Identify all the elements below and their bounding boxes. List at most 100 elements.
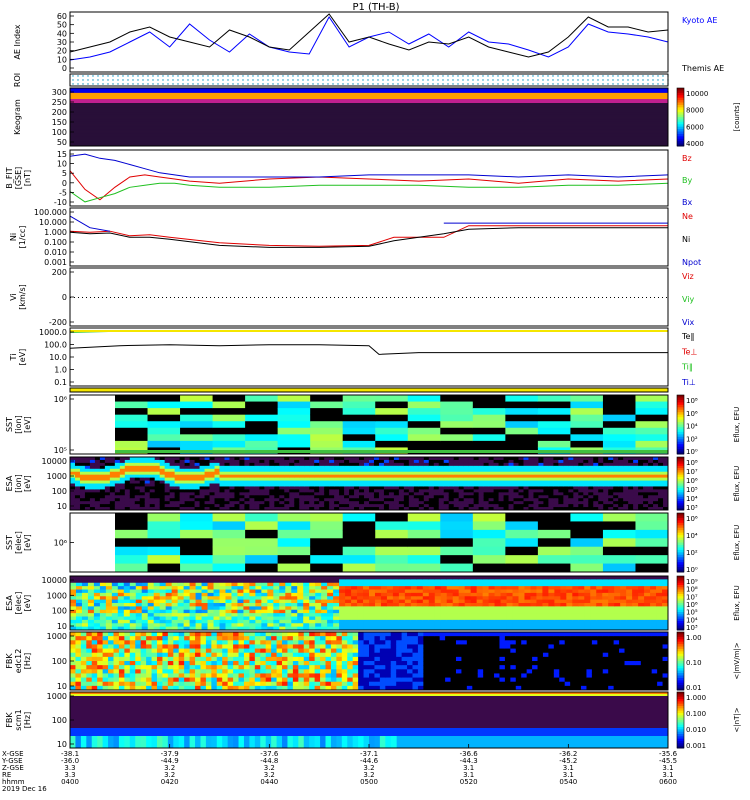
spectrogram-cell bbox=[428, 589, 436, 594]
roi-dot bbox=[552, 75, 554, 77]
spectrogram-cell bbox=[284, 468, 290, 473]
spectrogram-cell bbox=[558, 465, 564, 470]
spectrogram-cell bbox=[388, 483, 395, 487]
spectrogram-cell bbox=[359, 459, 365, 464]
spectrogram-cell bbox=[204, 486, 211, 490]
spectrogram-cell bbox=[620, 579, 627, 584]
spectrogram-cell bbox=[154, 457, 161, 461]
spectrogram-cell bbox=[518, 616, 525, 621]
spectrogram-cell bbox=[644, 586, 651, 590]
spectrogram-cell bbox=[249, 471, 255, 476]
spectrogram-cell bbox=[644, 599, 651, 604]
roi-dot bbox=[332, 79, 334, 81]
spectrogram-cell bbox=[548, 480, 554, 484]
spectrogram-cell bbox=[97, 673, 104, 679]
spectrogram-cell bbox=[500, 576, 508, 580]
spectrogram-cell bbox=[321, 582, 328, 587]
spectrogram-cell bbox=[135, 616, 143, 621]
spectrogram-cell bbox=[618, 457, 624, 461]
spectrogram-cell bbox=[578, 483, 584, 487]
spectrogram-cell bbox=[493, 492, 500, 496]
roi-dot bbox=[492, 79, 494, 81]
spectrogram-cell bbox=[243, 582, 250, 587]
spectrogram-cell bbox=[608, 599, 615, 604]
spectrogram-cell bbox=[165, 603, 173, 607]
spectrogram-cell bbox=[638, 589, 645, 594]
spectrogram-cell bbox=[566, 609, 573, 614]
spectrogram-cell bbox=[139, 504, 146, 508]
spectrogram-cell bbox=[212, 408, 246, 416]
spectrogram-cell bbox=[70, 596, 77, 601]
spectrogram-cell bbox=[109, 507, 116, 511]
spectrogram-cell bbox=[159, 495, 166, 499]
roi-dot bbox=[352, 75, 354, 77]
roi-dot bbox=[572, 83, 574, 85]
roi-dot bbox=[432, 75, 434, 77]
roi-dot bbox=[197, 79, 199, 81]
spectrogram-cell bbox=[383, 462, 390, 467]
spectrogram-cell bbox=[518, 492, 524, 496]
spectrogram-cell bbox=[369, 623, 376, 628]
spectrogram-cell bbox=[119, 507, 126, 511]
spectrogram-cell bbox=[476, 623, 484, 628]
zero-line bbox=[306, 297, 307, 298]
spectrogram-cell bbox=[244, 459, 250, 464]
roi-dot bbox=[577, 79, 579, 81]
spectrogram-cell bbox=[598, 457, 604, 461]
spectrogram-cell bbox=[528, 507, 534, 511]
spectrogram-cell bbox=[207, 626, 215, 631]
spectrogram-cell bbox=[351, 592, 358, 597]
spectrogram-cell bbox=[512, 619, 519, 624]
spectrogram-cell bbox=[512, 596, 519, 601]
spectrogram-cell bbox=[620, 599, 627, 604]
spectrogram-cell bbox=[357, 619, 364, 624]
spectrogram-cell bbox=[207, 619, 215, 624]
spectrogram-cell bbox=[563, 480, 569, 484]
spectrogram-cell bbox=[500, 589, 508, 594]
roi-dot bbox=[567, 83, 569, 85]
spectrogram-cell bbox=[458, 504, 465, 508]
spectrogram-cell bbox=[79, 457, 86, 461]
legend-label: Te‖ bbox=[681, 332, 694, 341]
spectrogram-cell bbox=[530, 579, 537, 584]
colorbar-tick-label: 10⁴ bbox=[686, 495, 698, 503]
spectrogram-cell bbox=[144, 492, 151, 496]
spectrogram-cell bbox=[578, 489, 584, 493]
spectrogram-cell bbox=[578, 586, 585, 590]
spectrogram-cell bbox=[558, 504, 564, 508]
spectrogram-cell bbox=[123, 619, 131, 624]
roi-dot bbox=[382, 75, 384, 77]
spectrogram-cell bbox=[213, 592, 220, 597]
spectrogram-cell bbox=[493, 480, 500, 484]
spectrogram-cell bbox=[413, 471, 420, 476]
colorbar-step bbox=[677, 107, 684, 111]
spectrogram-cell bbox=[478, 492, 485, 496]
spectrogram-cell bbox=[643, 495, 649, 499]
spectrogram-cell bbox=[111, 592, 119, 597]
spectrogram-cell bbox=[94, 495, 101, 499]
spectrogram-cell bbox=[264, 507, 270, 511]
spectrogram-cell bbox=[626, 609, 633, 614]
spectrogram-cell bbox=[114, 474, 121, 479]
spectrogram-cell bbox=[598, 501, 604, 505]
spectrogram-cell bbox=[289, 471, 295, 476]
spectrogram-cell bbox=[321, 586, 328, 590]
no-data-region bbox=[70, 513, 115, 572]
spectrogram-cell bbox=[538, 459, 544, 464]
spectrogram-cell bbox=[189, 504, 196, 508]
spectrogram-cell bbox=[214, 480, 220, 484]
colorbar-tick-label: 10⁸ bbox=[686, 459, 698, 467]
spectrogram-cell bbox=[588, 471, 594, 476]
spectrogram-cell bbox=[105, 576, 113, 580]
spectrogram-cell bbox=[553, 480, 559, 484]
spectrogram-cell bbox=[304, 459, 310, 464]
spectrogram-cell bbox=[553, 474, 559, 479]
spectrogram-cell bbox=[177, 603, 185, 607]
roi-dot bbox=[142, 83, 144, 85]
spectrogram-cell bbox=[438, 483, 445, 487]
spectrogram-cell bbox=[199, 457, 206, 461]
spectrogram-cell bbox=[623, 474, 629, 479]
zero-line bbox=[506, 297, 507, 298]
spectrogram-cell bbox=[438, 489, 445, 493]
spectrogram-cell bbox=[662, 613, 669, 617]
